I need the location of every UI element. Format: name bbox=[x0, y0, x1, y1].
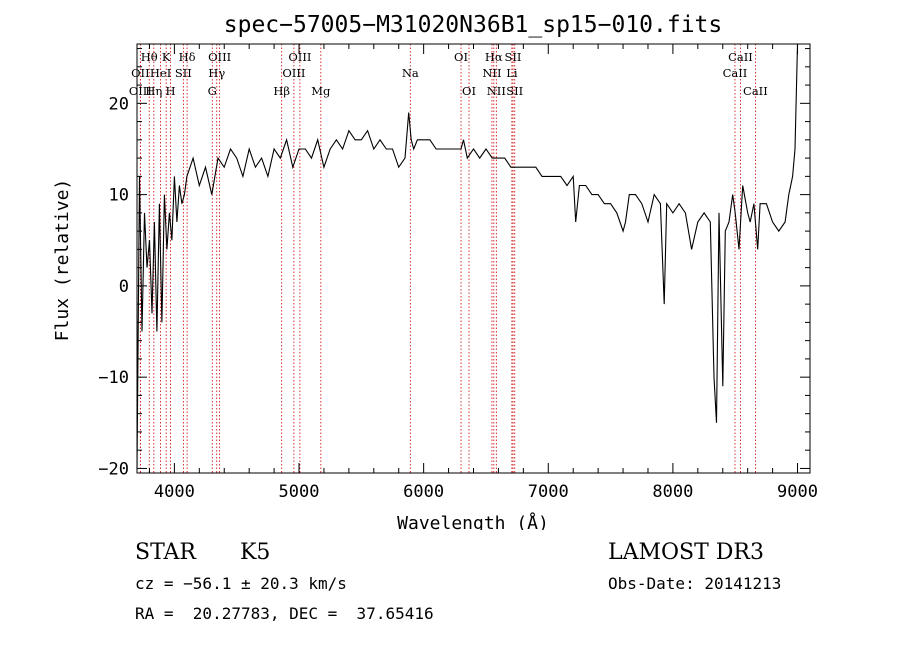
y-axis: −20 −10 0 10 20 bbox=[98, 48, 810, 479]
coordinates-readout: RA = 20.27783, DEC = 37.65416 bbox=[135, 604, 434, 623]
x-tick-label: 6000 bbox=[403, 482, 444, 502]
object-subclass: K5 bbox=[240, 540, 271, 565]
line-label: G bbox=[208, 84, 217, 98]
plot-frame bbox=[136, 43, 811, 474]
line-label: Hα bbox=[485, 50, 503, 64]
survey-name: LAMOST DR3 bbox=[608, 540, 764, 565]
line-label: NII bbox=[482, 66, 501, 80]
line-label: OII bbox=[131, 66, 150, 80]
x-tick-label: 8000 bbox=[652, 482, 693, 502]
x-tick-label: 4000 bbox=[154, 482, 195, 502]
line-label: H bbox=[166, 84, 176, 98]
x-tick-label: 5000 bbox=[279, 482, 320, 502]
line-label: SII bbox=[175, 66, 192, 80]
y-tick-label: −20 bbox=[98, 459, 129, 479]
line-label: OIII bbox=[288, 50, 311, 64]
line-label: SII bbox=[505, 50, 522, 64]
line-label: OIII bbox=[129, 84, 152, 98]
line-label: CaII bbox=[723, 66, 748, 80]
line-label: Li bbox=[506, 66, 518, 80]
line-label: Hβ bbox=[273, 84, 290, 98]
x-tick-label: 9000 bbox=[777, 482, 818, 502]
redshift-readout: cz = −56.1 ± 20.3 km/s bbox=[135, 574, 347, 593]
y-tick-label: 0 bbox=[119, 277, 129, 297]
line-label: OIII bbox=[208, 50, 231, 64]
emission-line-markers bbox=[139, 44, 756, 473]
y-tick-label: 20 bbox=[109, 94, 129, 114]
flux-series-line bbox=[136, 43, 799, 469]
line-label: Hδ bbox=[179, 50, 196, 64]
line-label: CaII bbox=[728, 50, 753, 64]
line-label: OI bbox=[454, 50, 468, 64]
line-label: OI bbox=[462, 84, 476, 98]
y-axis-label: Flux (relative) bbox=[52, 179, 73, 342]
x-axis: 4000 5000 6000 7000 8000 9000 bbox=[148, 44, 818, 502]
x-axis-label: Wavelength (Å) bbox=[397, 512, 549, 530]
line-label: Hγ bbox=[208, 66, 225, 80]
observation-date: Obs-Date: 20141213 bbox=[608, 574, 782, 593]
line-label: SII bbox=[506, 84, 523, 98]
x-tick-label: 7000 bbox=[528, 482, 569, 502]
y-tick-label: 10 bbox=[109, 186, 129, 206]
line-label: CaII bbox=[743, 84, 768, 98]
line-label: HeI bbox=[150, 66, 171, 80]
line-label: Hθ bbox=[141, 50, 158, 64]
chart-title: spec−57005−M31020N36B1_sp15−010.fits bbox=[224, 12, 723, 38]
line-label: K bbox=[162, 50, 171, 64]
line-label: Mg bbox=[311, 84, 331, 98]
line-label: OIII bbox=[282, 66, 305, 80]
line-label: Hη bbox=[145, 84, 162, 98]
y-tick-label: −10 bbox=[98, 368, 129, 388]
line-label: NII bbox=[487, 84, 506, 98]
line-label: Na bbox=[402, 66, 419, 80]
object-class: STAR bbox=[135, 540, 196, 565]
